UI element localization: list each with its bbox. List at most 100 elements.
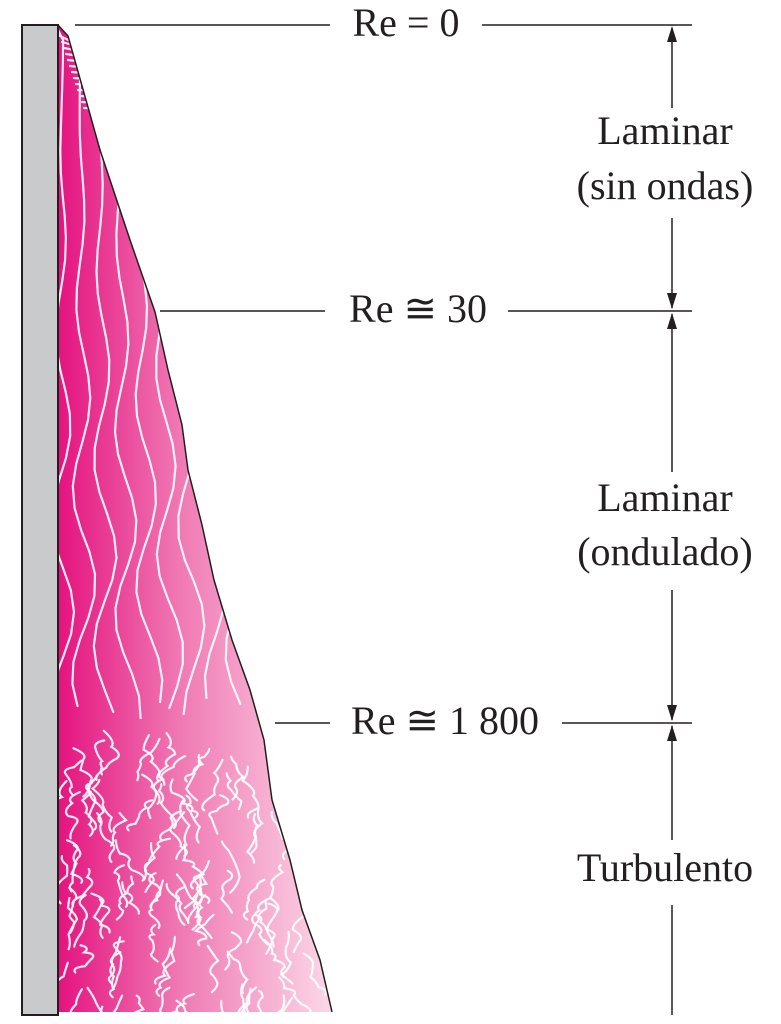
eddy: [272, 997, 293, 1012]
eddy: [292, 731, 306, 771]
marker-label: Re = 0: [353, 0, 460, 45]
region-label: Turbulento: [577, 845, 753, 890]
eddy: [193, 913, 215, 947]
eddy: [66, 897, 79, 951]
eddy: [72, 747, 93, 798]
eddy: [230, 755, 246, 801]
eddy: [270, 810, 292, 861]
eddy: [250, 813, 259, 854]
eddy: [115, 881, 128, 921]
eddy: [93, 739, 106, 776]
eddy: [63, 759, 83, 796]
eddy: [175, 810, 191, 860]
film-edge: [57, 24, 333, 1013]
eddy: [148, 872, 161, 909]
eddy: [157, 783, 177, 830]
eddy: [185, 794, 202, 844]
eddy: [183, 873, 209, 910]
eddy: [240, 983, 258, 1012]
region-label: (sin ondas): [577, 163, 754, 208]
eddy: [268, 864, 285, 911]
eddy: [108, 951, 122, 999]
eddy: [128, 994, 146, 1012]
eddy: [66, 839, 84, 884]
reynolds-markers: Re = 0 Re ≅ 30 Re ≅ 1 800: [75, 0, 692, 743]
eddy: [80, 790, 94, 837]
eddy: [67, 988, 83, 1012]
eddy: [73, 944, 95, 974]
eddy: [113, 864, 129, 908]
eddy: [169, 811, 188, 858]
eddy: [95, 729, 120, 781]
eddy: [280, 930, 294, 985]
eddy: [208, 794, 230, 835]
eddy: [254, 989, 266, 1012]
eddy: [245, 986, 262, 1012]
eddy: [90, 892, 105, 939]
region-label: Laminar: [597, 475, 733, 520]
eddy: [141, 773, 158, 820]
eddy: [73, 894, 88, 948]
region-label: (ondulado): [577, 529, 753, 574]
eddy: [155, 947, 172, 997]
eddy: [165, 993, 196, 1012]
eddy: [266, 902, 279, 948]
eddy: [224, 931, 243, 971]
eddy: [269, 994, 286, 1012]
eddy: [98, 898, 111, 934]
eddy: [148, 923, 159, 963]
eddy: [96, 812, 116, 863]
eddy: [263, 939, 286, 978]
eddy: [142, 734, 166, 786]
eddy: [159, 986, 175, 1012]
eddy: [86, 986, 104, 1012]
eddy: [219, 869, 234, 914]
eddy: [196, 894, 213, 940]
eddy: [303, 798, 318, 847]
eddy: [220, 840, 241, 894]
eddy: [240, 765, 260, 819]
eddy: [90, 778, 114, 833]
eddy: [297, 733, 318, 778]
eddy: [58, 855, 69, 905]
eddy: [156, 732, 177, 782]
eddy: [251, 897, 271, 946]
eddy: [201, 758, 224, 812]
eddy: [192, 860, 211, 904]
eddy: [302, 822, 321, 862]
eddy: [304, 884, 326, 932]
eddy: [58, 961, 69, 1009]
eddy: [169, 778, 199, 819]
eddy: [64, 791, 81, 840]
eddy: [153, 935, 176, 985]
eddy: [226, 950, 249, 995]
eddy: [174, 885, 186, 926]
eddy: [114, 839, 145, 882]
marker-label: Re ≅ 30: [349, 286, 487, 331]
marker-label: Re ≅ 1 800: [351, 698, 539, 743]
eddy: [242, 878, 266, 921]
eddy: [104, 994, 124, 1012]
eddy: [185, 753, 205, 802]
region-label: Laminar: [597, 108, 733, 153]
eddy: [126, 799, 154, 832]
eddy: [111, 940, 125, 991]
eddy: [206, 944, 220, 994]
eddy: [289, 771, 307, 813]
eddy: [186, 873, 204, 925]
eddy: [293, 729, 311, 779]
eddy: [136, 737, 161, 782]
eddy: [278, 976, 312, 1012]
eddy: [302, 952, 328, 996]
eddy: [143, 837, 172, 881]
region-labels: Laminar (sin ondas) Laminar (ondulado) T…: [577, 108, 754, 890]
eddy: [58, 780, 68, 821]
eddy: [245, 900, 268, 944]
eddy: [158, 799, 185, 841]
eddy: [109, 811, 128, 847]
wall: [21, 24, 59, 1016]
eddy: [284, 729, 294, 767]
eddy: [225, 772, 243, 811]
eddy: [126, 875, 141, 915]
